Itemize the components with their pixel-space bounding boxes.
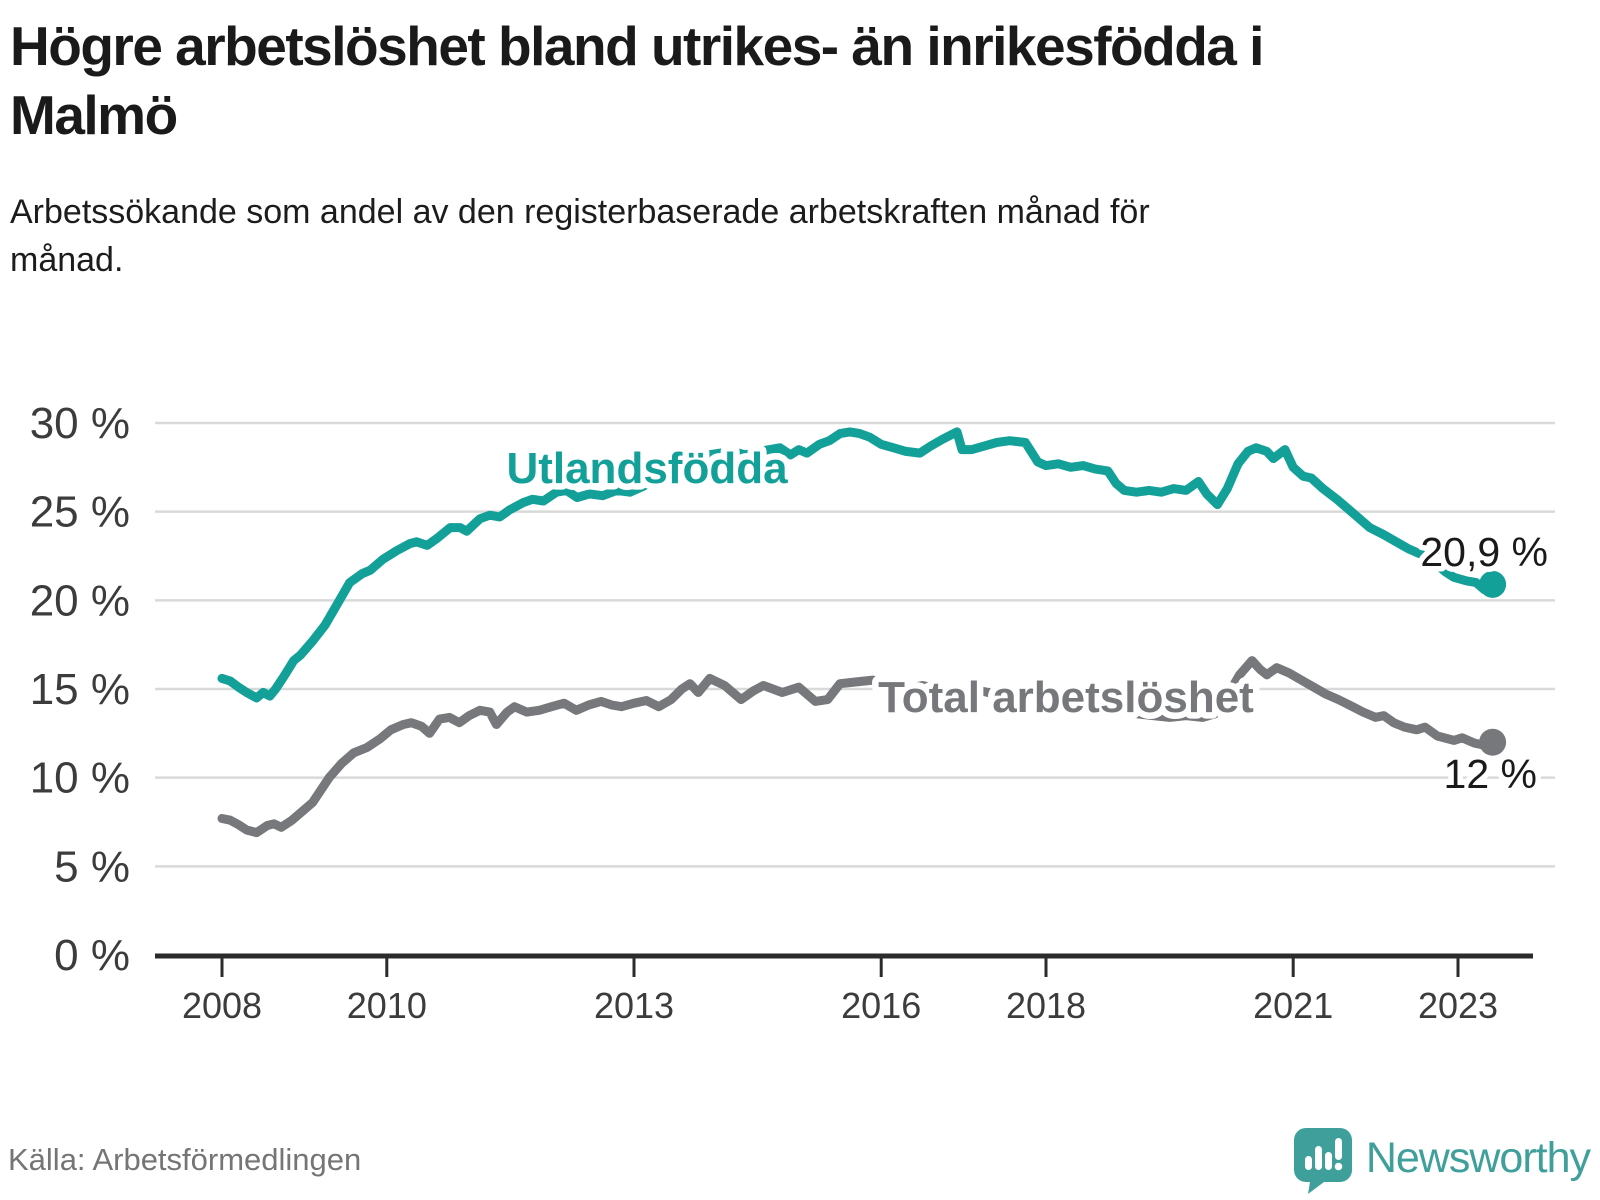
page-title: Högre arbetslöshet bland utrikes- än inr… [10, 15, 1264, 147]
y-tick-label: 10 % [30, 754, 130, 803]
series-line-utlandsfodda [217, 427, 1498, 703]
y-tick-label: 20 % [30, 576, 130, 625]
source-note: Källa: Arbetsförmedlingen [8, 1142, 362, 1177]
x-tick-label: 2021 [1253, 985, 1333, 1026]
x-tick-label: 2023 [1418, 985, 1498, 1026]
series-label-utlandsfodda: Utlandsfödda [506, 444, 788, 493]
x-tick-label: 2008 [182, 985, 262, 1026]
y-tick-label: 30 % [30, 399, 130, 448]
y-tick-label: 0 % [54, 931, 130, 980]
x-tick-label: 2013 [594, 985, 674, 1026]
series-end-dot-total [1479, 728, 1507, 756]
y-tick-label: 25 % [30, 488, 130, 537]
series-label-total: Total arbetslöshet [878, 673, 1254, 722]
y-tick-label: 5 % [54, 842, 130, 891]
x-tick-label: 2016 [841, 985, 921, 1026]
gridlines [155, 421, 1555, 868]
axis-tick-labels: 0 % 5 % 10 % 15 % 20 % 25 % 30 % 2008 2010 2013 20… [30, 399, 1498, 1026]
x-axis [155, 953, 1533, 977]
y-tick-label: 15 % [30, 665, 130, 714]
x-tick-label: 2010 [347, 985, 427, 1026]
newsworthy-brand: Newsworthy [1293, 1128, 1591, 1194]
chart-subtitle: Arbetssökande som andel av den registerb… [10, 193, 1150, 280]
end-value-label-utlandsfodda: 20,9 % [1420, 529, 1548, 575]
newsworthy-logo-icon [1293, 1128, 1352, 1194]
series-lines [217, 427, 1507, 838]
series-line-total [217, 656, 1498, 838]
series-end-dot-utlandsfodda [1479, 570, 1507, 598]
newsworthy-wordmark: Newsworthy [1365, 1133, 1591, 1182]
end-value-label-total: 12 % [1444, 751, 1537, 797]
x-tick-label: 2018 [1006, 985, 1086, 1026]
